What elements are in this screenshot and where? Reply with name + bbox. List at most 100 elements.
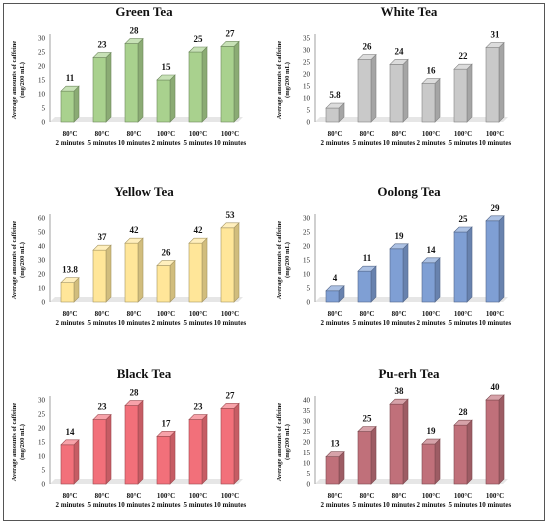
y-tick-label: 20: [38, 425, 46, 433]
bar-front: [389, 248, 404, 303]
bar-side: [73, 85, 80, 123]
bar-front: [188, 419, 203, 485]
x-category-label: 80°C 5 minutes: [88, 310, 117, 327]
x-category-label: 100°C 2 minutes: [417, 492, 446, 509]
bar: [60, 439, 80, 485]
data-label: 19: [427, 426, 437, 436]
y-axis-label: Average amounts of caffeine(mg/200 mL): [276, 403, 291, 482]
y-tick-label: 0: [42, 299, 46, 307]
data-label: 38: [395, 386, 405, 396]
bar-front: [485, 220, 500, 303]
chart-floor: [50, 117, 243, 122]
bar-top: [325, 285, 345, 292]
y-tick-label: 5: [307, 285, 311, 293]
bar-top: [92, 244, 112, 251]
bar: [156, 430, 176, 485]
bar-top: [92, 52, 112, 58]
bar-side: [370, 425, 377, 485]
bar-top: [60, 85, 80, 92]
bar: [60, 85, 80, 123]
bar-front: [188, 242, 203, 303]
bar: [389, 398, 409, 485]
bar-side: [498, 394, 505, 485]
x-category-label: 80°C 5 minutes: [353, 492, 382, 509]
bar: [325, 102, 345, 123]
y-tick-label: 20: [303, 439, 311, 447]
data-label: 13.8: [62, 265, 78, 275]
bar: [92, 51, 112, 123]
bar-top: [188, 414, 208, 420]
bar: [389, 243, 409, 303]
data-label: 27: [226, 390, 236, 400]
bar-side: [233, 222, 240, 303]
y-tick-label: 10: [303, 271, 311, 279]
x-category-label: 80°C 5 minutes: [353, 310, 382, 327]
x-category-label: 80°C 5 minutes: [88, 130, 117, 147]
x-category-label: 100°C 10 minutes: [479, 492, 512, 509]
x-category-label: 80°C 2 minutes: [321, 310, 350, 327]
bar: [156, 259, 176, 303]
y-tick-label: 20: [38, 63, 46, 71]
data-label: 4: [333, 273, 338, 283]
bar-front: [357, 270, 372, 303]
bar-top: [92, 414, 112, 420]
y-tick-label: 10: [38, 285, 46, 293]
data-label: 14: [427, 245, 437, 255]
bar-side: [466, 419, 473, 485]
data-label: 19: [395, 231, 405, 241]
bar-front: [124, 405, 139, 485]
bar-front: [124, 242, 139, 303]
bar-side: [434, 438, 441, 485]
bar-front: [421, 443, 436, 485]
bar-side: [105, 51, 112, 123]
x-category-label: 80°C 10 minutes: [383, 310, 416, 327]
bar-front: [389, 64, 404, 123]
bar-top: [220, 41, 240, 47]
y-tick-label: 30: [38, 257, 46, 265]
bar: [188, 237, 208, 303]
chart-oolong-tea: Oolong Tea Average amounts of caffeine(mg…: [276, 184, 512, 327]
bar-front: [421, 262, 436, 303]
bar-front: [220, 408, 235, 485]
bar-side: [169, 430, 176, 485]
chart-floor: [315, 117, 508, 122]
bar: [485, 215, 505, 303]
data-label: 25: [363, 414, 373, 424]
bar-front: [92, 249, 107, 303]
bar: [325, 450, 345, 485]
bar: [220, 222, 240, 303]
bar: [156, 74, 176, 123]
x-category-label: 80°C 10 minutes: [118, 310, 151, 327]
data-label: 17: [162, 418, 172, 428]
bar-top: [220, 403, 240, 409]
y-tick-label: 50: [38, 229, 46, 237]
x-category-label: 100°C 5 minutes: [449, 492, 478, 509]
y-tick-label: 25: [38, 49, 46, 57]
y-tick-label: 5: [307, 107, 311, 115]
bar: [124, 237, 144, 303]
data-label: 40: [491, 382, 501, 392]
bar-front: [453, 68, 468, 123]
bar: [421, 257, 441, 303]
data-label: 24: [395, 46, 405, 56]
bar: [92, 413, 112, 485]
y-tick-label: 25: [303, 229, 311, 237]
y-tick-label: 15: [38, 77, 46, 85]
y-tick-label: 35: [303, 35, 311, 43]
x-category-label: 100°C 10 minutes: [214, 310, 247, 327]
data-label: 26: [363, 42, 373, 52]
y-tick-label: 0: [307, 481, 311, 489]
data-label: 42: [130, 225, 140, 235]
bar-front: [92, 419, 107, 485]
data-label: 37: [98, 232, 108, 242]
bar: [485, 41, 505, 123]
x-category-label: 100°C 5 minutes: [184, 310, 213, 327]
chart-pu-erh-tea: Pu-erh Tea Average amounts of caffeine(mg…: [276, 366, 512, 509]
bar: [421, 438, 441, 485]
chart-yellow-tea: Yellow Tea Average amounts of caffeine(mg…: [11, 184, 247, 327]
y-axis-label: Average amounts of caffeine(mg/200 mL): [11, 41, 26, 120]
x-category-label: 80°C 10 minutes: [118, 130, 151, 147]
y-tick-label: 10: [303, 95, 311, 103]
data-label: 23: [194, 402, 204, 412]
data-label: 28: [130, 26, 140, 36]
